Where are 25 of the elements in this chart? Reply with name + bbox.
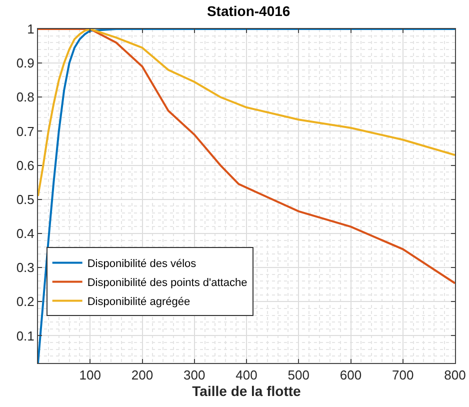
- x-tick-label: 700: [392, 368, 414, 383]
- x-tick-label: 100: [79, 368, 101, 383]
- line-series: [38, 29, 455, 197]
- legend-label: Disponibilité agrégée: [87, 296, 190, 308]
- line-series: [38, 29, 455, 363]
- x-tick-label: 300: [184, 368, 206, 383]
- y-tick-label: 0.5: [16, 192, 34, 207]
- y-tick-label: 0.1: [16, 328, 34, 344]
- y-tick-label: 0.6: [16, 158, 34, 173]
- x-axis-title: Taille de la flotte: [192, 382, 302, 399]
- y-tick-label: 0.4: [16, 226, 34, 242]
- x-tick-label: 400: [236, 368, 258, 383]
- legend-label: Disponibilité des vélos: [87, 258, 197, 270]
- x-tick-label: 500: [288, 368, 310, 383]
- y-tick-label: 0.3: [16, 260, 34, 276]
- y-tick-label: 1: [27, 22, 34, 37]
- y-tick-label: 0.7: [16, 124, 34, 139]
- y-tick-label: 0.9: [16, 56, 34, 71]
- chart-title: Station-4016: [206, 2, 290, 19]
- legend-label: Disponibilité des points d'attache: [87, 277, 248, 290]
- y-tick-label: 0.2: [16, 294, 34, 310]
- x-tick-label: 200: [131, 368, 154, 383]
- x-tick-label: 600: [340, 368, 362, 383]
- x-tick-label: 800: [444, 368, 466, 383]
- y-tick-label: 0.8: [16, 90, 34, 105]
